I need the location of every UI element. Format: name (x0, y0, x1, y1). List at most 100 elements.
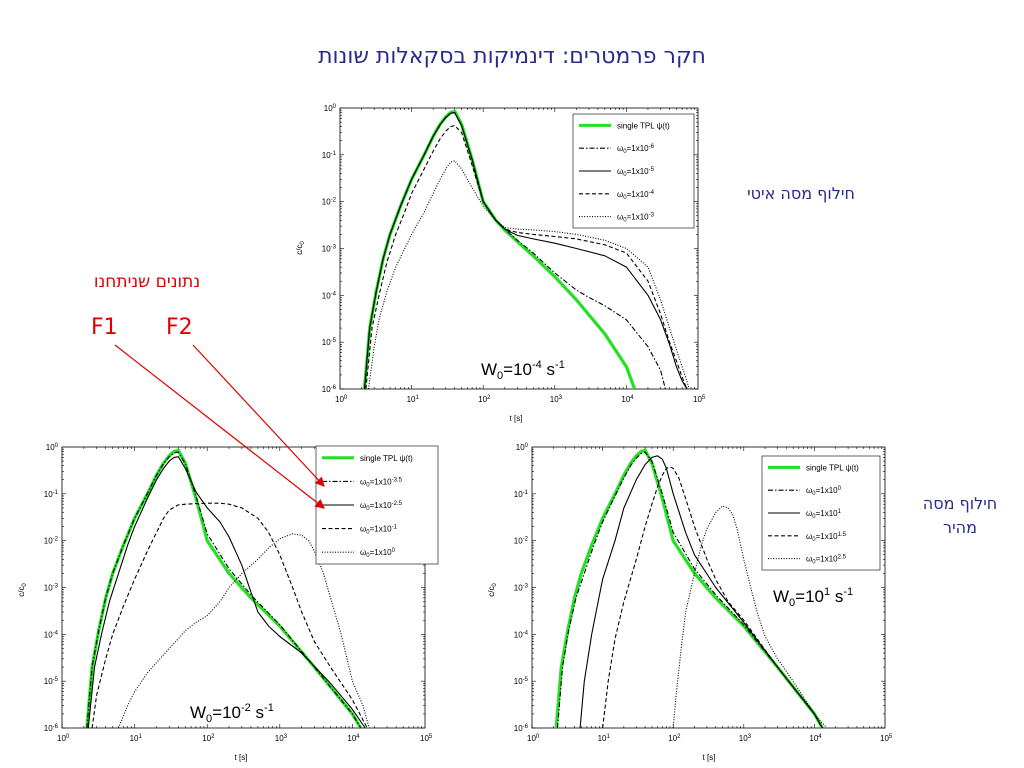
x-tick-label-exp: 4 (630, 395, 634, 401)
legend-entry-part: single TPL ψ(t) (617, 121, 670, 130)
w0-annotation-part: =10 (503, 360, 532, 379)
series-line-2 (556, 451, 823, 728)
y-tick-label: 10-5 (44, 677, 59, 686)
y-tick-label: 10-4 (322, 291, 337, 300)
x-tick-label: 104 (809, 734, 822, 743)
y-tick-label-base: 10 (514, 537, 523, 546)
w0-annotation-part: 0 (497, 370, 503, 382)
y-tick-label-exp: -1 (53, 490, 59, 496)
axis-ticks (339, 108, 698, 390)
x-tick-label-base: 10 (202, 734, 211, 743)
x-tick-label-exp: 3 (559, 395, 563, 401)
series-group (85, 448, 370, 728)
legend-entry: ω0=1x100 (360, 548, 396, 559)
y-tick-label-base: 10 (44, 630, 53, 639)
x-tick-label: 100 (527, 734, 540, 743)
legend-entry-part: ω (617, 213, 623, 222)
w0-annotation-part: W (190, 703, 206, 722)
x-tick-label: 100 (57, 734, 70, 743)
y-tick-label-base: 10 (322, 245, 331, 254)
legend: single TPL ψ(t)ω0=1x10-3.5ω0=1x10-2.5ω0=… (315, 445, 439, 565)
y-tick-label: 100 (324, 104, 337, 113)
y-tick-label: 10-5 (514, 677, 529, 686)
legend-entry-part: ω (806, 555, 812, 564)
x-tick-label-base: 10 (130, 734, 139, 743)
x-tick-label: 105 (693, 395, 706, 404)
series-line-4 (91, 502, 368, 728)
x-tick-label-exp: 0 (344, 395, 348, 401)
legend-entry-part: ω (617, 144, 623, 153)
y-tick-label-exp: -6 (53, 724, 59, 730)
legend-entry-part: ω (806, 532, 812, 541)
y-tick-label: 10-3 (514, 584, 529, 593)
y-tick-label: 10-5 (322, 338, 337, 347)
w0-annotation-part: -4 (532, 359, 542, 371)
series-line-2 (86, 451, 362, 728)
series-group (554, 448, 828, 728)
x-tick-label: 103 (275, 734, 288, 743)
x-tick-label-exp: 4 (356, 734, 360, 740)
legend-entry-part: ω (617, 190, 623, 199)
series-line-3 (363, 111, 688, 389)
legend: single TPL ψ(t)ω0=1x100ω0=1x101ω0=1x101.… (761, 455, 881, 571)
legend-entry: ω0=1x10-1 (360, 525, 398, 536)
legend-entry: single TPL ψ(t) (806, 463, 859, 472)
legend-entry: single TPL ψ(t) (617, 121, 670, 130)
legend-entry-part: 0 (623, 149, 627, 155)
legend-entry-part: 1 (838, 509, 842, 515)
legend-entry-part: =1x10 (627, 213, 650, 222)
legend-entry-part: single TPL ψ(t) (360, 454, 413, 463)
y-tick-label-base: 10 (322, 198, 331, 207)
w0-annotation-part: s (542, 360, 555, 379)
y-tick-label-exp: -2 (523, 537, 529, 543)
y-axis-label-sub: 0 (22, 583, 28, 587)
chart-3: 100 101 102 103 104 10510010-110-210-310-410-… (487, 443, 893, 762)
legend-entry-part: ω (806, 509, 812, 518)
x-tick-label-exp: 5 (702, 395, 706, 401)
legend-entry: ω0=1x102.5 (806, 555, 847, 566)
legend-entry-part: 0 (366, 553, 370, 559)
y-axis-label-sub: 0 (300, 241, 306, 245)
legend-entry-part: -4 (649, 190, 655, 196)
y-tick-label: 10-2 (514, 537, 529, 546)
legend-entry-part: =1x10 (627, 167, 650, 176)
legend-entry-part: =1x10 (370, 525, 393, 534)
legend-entry-part: ω (360, 548, 366, 557)
series-line-5 (367, 160, 690, 389)
x-tick-label-exp: 2 (211, 734, 215, 740)
w0-annotation-part: -2 (241, 702, 251, 714)
x-tick-label-exp: 1 (416, 395, 420, 401)
y-tick-label-exp: 0 (333, 104, 337, 110)
legend-entry: ω0=1x10-4 (617, 190, 655, 201)
y-tick-label: 10-3 (322, 245, 337, 254)
y-tick-label-exp: -3 (523, 584, 529, 590)
legend-entry-part: ω (806, 486, 812, 495)
series-line-3 (579, 455, 823, 728)
legend-entry-part: 0 (623, 195, 627, 201)
legend-entry-part: single TPL ψ(t) (806, 463, 859, 472)
y-tick-label-exp: -6 (331, 385, 337, 391)
analyzed-data-label: נתונים שניתחנו (93, 272, 201, 292)
y-tick-label-exp: -4 (523, 630, 529, 636)
w0-annotation-part: -1 (843, 586, 853, 598)
x-tick-label: 102 (668, 734, 681, 743)
legend-entry-part: 0 (812, 560, 816, 566)
legend-entry-part: 0 (812, 514, 816, 520)
x-tick-label-base: 10 (693, 395, 702, 404)
w0-annotation-part: s (830, 587, 843, 606)
axis-ticks (531, 447, 885, 729)
legend-entry-part: 0 (366, 506, 370, 512)
y-axis-label-main: c/c (17, 587, 26, 597)
series-line-1 (554, 448, 824, 728)
legend-entry-part: =1x10 (627, 144, 650, 153)
y-tick-label-exp: -3 (331, 245, 337, 251)
x-tick-label: 104 (347, 734, 360, 743)
x-tick-label-exp: 3 (284, 734, 288, 740)
y-tick-label-base: 10 (44, 724, 53, 733)
series-line-3 (87, 456, 366, 728)
y-tick-label-base: 10 (514, 677, 523, 686)
y-tick-label: 10-6 (514, 724, 529, 733)
legend-entry-part: -1 (392, 525, 398, 531)
x-tick-label-base: 10 (880, 734, 889, 743)
